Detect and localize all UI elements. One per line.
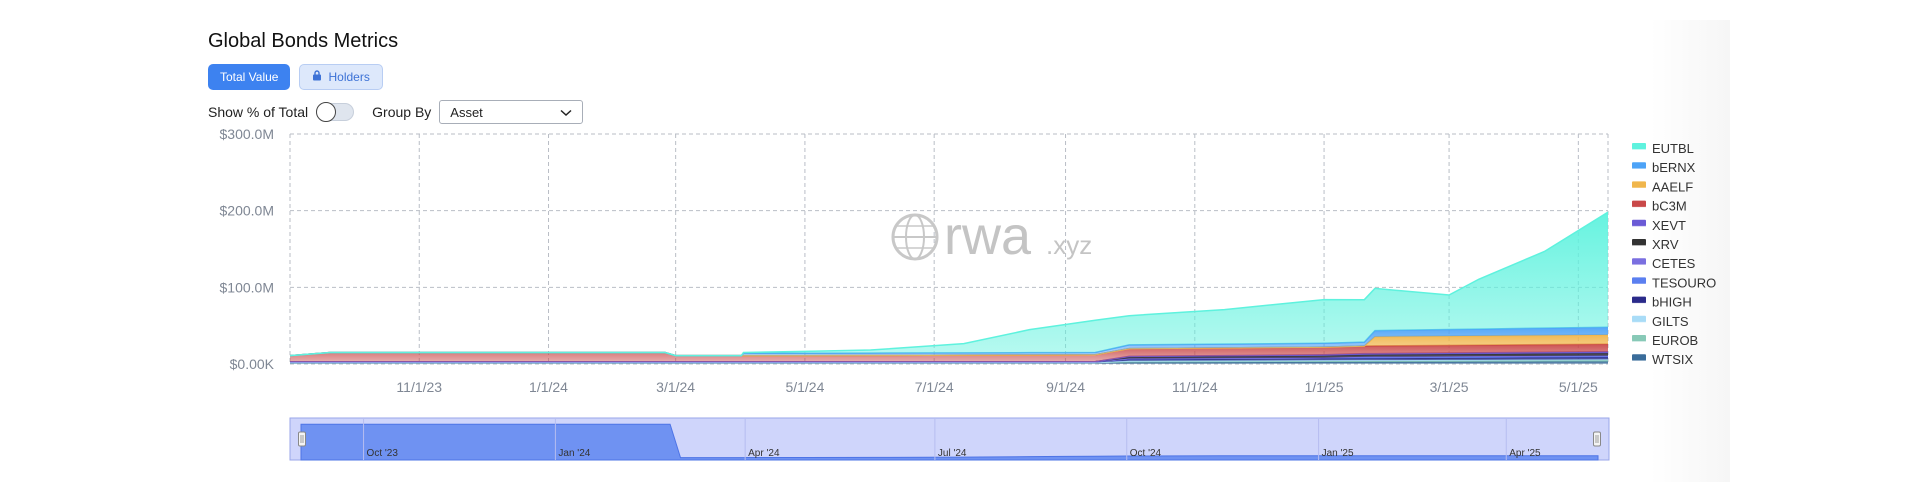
group-by-select[interactable]: Asset: [439, 100, 584, 124]
group-by-value: Asset: [450, 104, 483, 120]
chevron-down-icon: [560, 105, 572, 120]
chart-controls: Show % of Total Group By Asset: [208, 100, 584, 124]
lock-icon: [312, 70, 322, 84]
chart-panel: [195, 20, 1730, 482]
metric-tabs: Total Value Holders: [208, 64, 383, 90]
tab-label: Total Value: [220, 70, 279, 84]
tab-holders[interactable]: Holders: [299, 64, 383, 90]
toggle-knob: [316, 102, 337, 122]
page-title: Global Bonds Metrics: [208, 30, 399, 52]
tab-total-value[interactable]: Total Value: [208, 64, 291, 90]
show-pct-toggle[interactable]: [316, 102, 355, 122]
group-by-label: Group By: [372, 104, 432, 120]
tab-label: Holders: [328, 70, 370, 84]
show-pct-label: Show % of Total: [208, 104, 309, 120]
panel-edge-shadow: [1650, 20, 1730, 482]
